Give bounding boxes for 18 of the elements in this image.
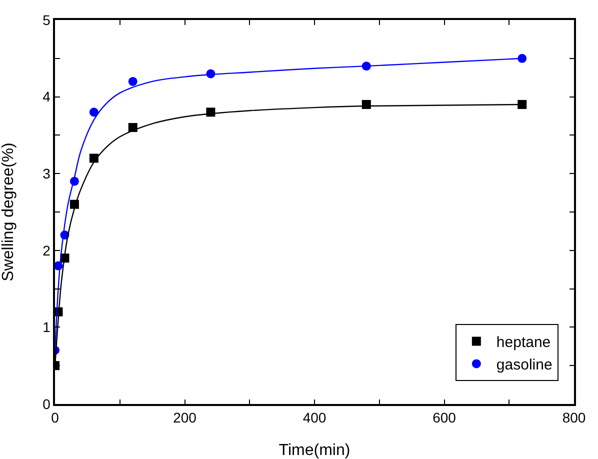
point [518, 100, 527, 109]
point [518, 54, 527, 63]
y-tick-label: 4 [42, 88, 51, 105]
x-tick-label: 800 [562, 410, 586, 426]
x-tick-label: 600 [432, 410, 456, 426]
y-tick-label: 3 [42, 166, 51, 182]
y-axis-title: Swelling degree(%) [0, 142, 17, 282]
y-tick-label: 5 [42, 12, 51, 28]
x-axis-title: Time(min) [278, 442, 350, 459]
x-tick-label: 200 [173, 410, 197, 426]
point [89, 108, 98, 117]
legend-label: gasoline [496, 356, 552, 374]
y-tick-label: 0 [42, 396, 51, 412]
x-tick-label: 400 [302, 410, 326, 426]
legend-label: heptane [496, 334, 551, 352]
y-tick-label: 1 [42, 319, 51, 336]
point [128, 76, 138, 86]
y-tick-label: 2 [42, 242, 51, 258]
